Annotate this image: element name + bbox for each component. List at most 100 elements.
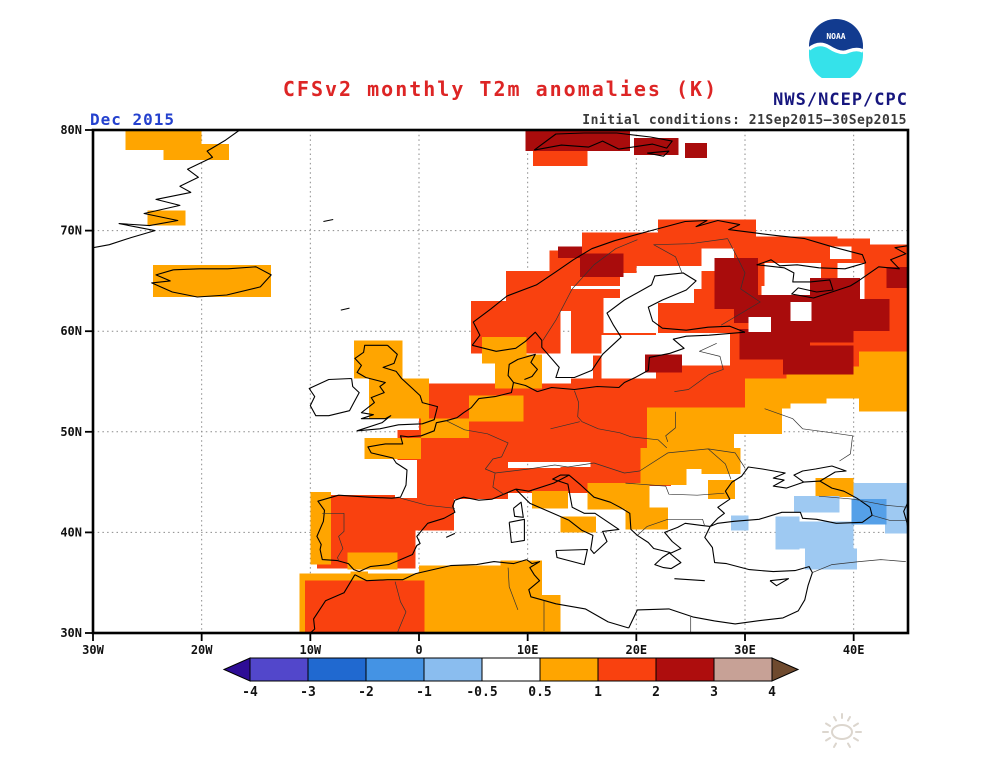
colorbar-tick-label: -2	[358, 685, 374, 700]
anomaly-cell	[558, 246, 582, 258]
lat-axis-label: 30N	[60, 626, 82, 640]
coastline	[515, 474, 620, 555]
colorbar-tick-label: 2	[652, 685, 660, 700]
country-border	[818, 495, 908, 508]
coastline	[507, 353, 538, 393]
anomaly-cell	[645, 354, 682, 373]
anomaly-cell	[533, 149, 588, 167]
coastlines	[93, 130, 908, 633]
coastline	[709, 466, 873, 527]
lon-axis-label: 0	[415, 643, 422, 657]
country-borders	[322, 238, 908, 633]
colorbar-segment	[307, 657, 367, 682]
colorbar-segment	[365, 657, 425, 682]
country-border	[574, 390, 668, 449]
anomaly-cell	[163, 144, 229, 161]
coastline	[316, 382, 516, 573]
country-border	[400, 497, 455, 509]
anomaly-cell	[647, 407, 735, 448]
lon-axis-label: 40E	[843, 643, 865, 657]
lon-axis-label: 30W	[82, 643, 104, 657]
coastline	[471, 219, 908, 346]
lon-axis-label: 20E	[625, 643, 647, 657]
anomaly-cell	[415, 497, 454, 531]
country-border	[665, 411, 676, 443]
country-border	[637, 518, 706, 536]
colorbar-tick-label: 0.5	[528, 685, 551, 700]
lat-axis-label: 70N	[60, 224, 82, 238]
anomaly-cell	[579, 253, 624, 277]
forecast-month-label: Dec 2015	[90, 110, 176, 129]
anomaly-cell	[304, 580, 425, 633]
agency-label: NWS/NCEP/CPC	[773, 90, 908, 110]
coastline	[472, 272, 746, 379]
country-border	[593, 448, 746, 474]
anomaly-cell	[786, 373, 827, 404]
anomaly-cell	[532, 491, 568, 509]
page-title: CFSv2 monthly T2m anomalies (K)	[282, 77, 719, 101]
colorbar-segment	[655, 657, 715, 682]
country-border	[542, 239, 638, 341]
anomaly-cell	[783, 345, 854, 375]
country-border	[446, 420, 509, 495]
lat-axis-label: 60N	[60, 324, 82, 338]
coastline	[568, 474, 711, 570]
axis-ticks	[85, 129, 855, 641]
country-border	[653, 238, 728, 274]
anomaly-cell	[748, 317, 772, 333]
lon-axis-label: 30E	[734, 643, 756, 657]
colorbar-segment	[713, 657, 773, 682]
anomaly-cell	[686, 447, 706, 470]
anomaly-cell	[347, 552, 398, 570]
coastline	[308, 377, 360, 417]
anomaly-cell	[853, 299, 890, 332]
colorbar-segment	[249, 657, 309, 682]
anomaly-cell	[793, 496, 840, 513]
coastline	[151, 266, 272, 298]
coastline	[512, 501, 524, 518]
country-border	[872, 514, 908, 521]
coastline	[555, 548, 588, 566]
anomaly-cell	[603, 298, 659, 334]
anomaly-cell	[620, 272, 694, 304]
anomaly-cell	[793, 521, 854, 549]
anomaly-cell	[587, 483, 650, 510]
coastline	[93, 130, 241, 249]
anomaly-cell	[708, 480, 736, 500]
country-border	[707, 448, 732, 480]
anomaly-cell	[468, 395, 524, 422]
country-border	[812, 559, 906, 573]
colorbar-segment	[539, 657, 599, 682]
coastline	[354, 344, 439, 432]
anomaly-cell	[369, 378, 429, 419]
coastline	[537, 331, 746, 393]
anomaly-cell	[640, 447, 687, 486]
anomaly-cell	[815, 478, 854, 498]
anomaly-cell	[353, 340, 403, 379]
country-border	[674, 342, 724, 392]
coastline	[354, 559, 527, 582]
anomaly-cells	[125, 130, 908, 633]
coastline	[445, 532, 456, 538]
coastline	[340, 307, 350, 311]
country-border	[507, 567, 519, 611]
plot-frame	[91, 128, 910, 635]
country-border	[322, 512, 345, 561]
colorbar-segment	[597, 657, 657, 682]
anomaly-cell	[734, 407, 782, 434]
colorbar-tick-label: -4	[242, 685, 258, 700]
noaa-logo: NOAA	[807, 19, 864, 78]
coastline	[508, 518, 525, 544]
anomaly-cell	[886, 266, 908, 288]
coastline	[628, 526, 813, 629]
anomaly-cell	[516, 594, 561, 633]
anomaly-cell	[851, 499, 887, 525]
colorbar-tick-label: -3	[300, 685, 316, 700]
country-border	[720, 238, 761, 326]
anomaly-cell	[829, 246, 852, 259]
anomaly-cell	[685, 143, 707, 159]
anomaly-cell	[775, 516, 800, 550]
colorbar-left-arrow	[222, 657, 251, 682]
